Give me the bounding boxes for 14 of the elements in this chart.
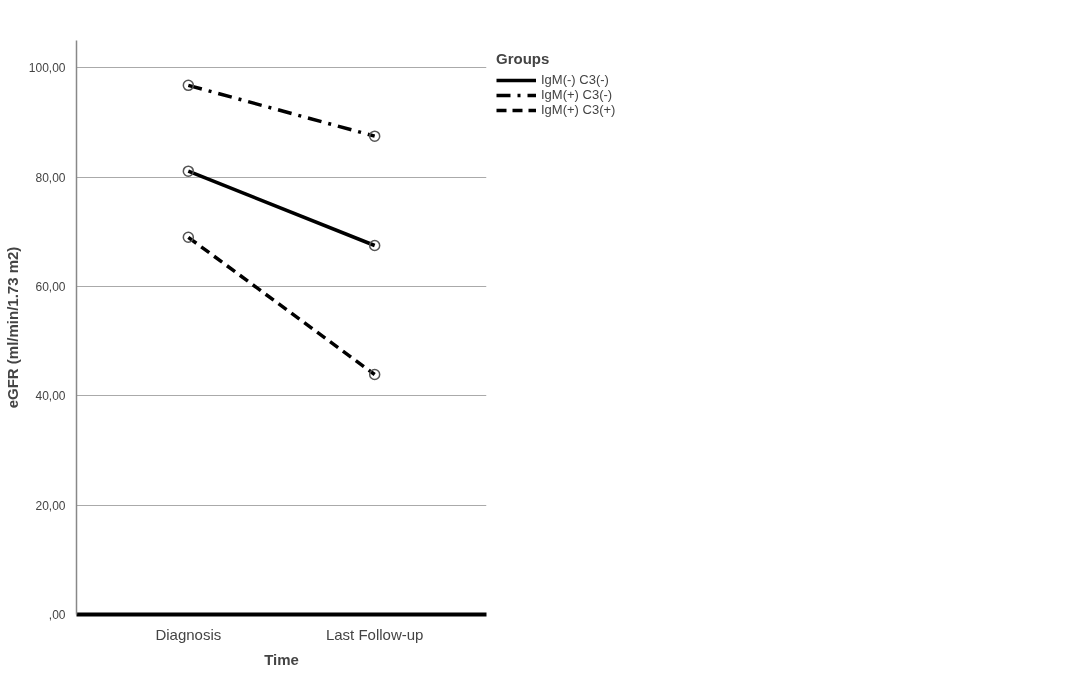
legend-title: Groups: [496, 50, 551, 67]
x-tick-label: Last Follow-up: [325, 625, 424, 643]
y-tick-label: 100,00: [28, 61, 66, 76]
legend-label: IgM(+) C3(-): [541, 87, 613, 102]
y-tick-label: ,00: [48, 608, 66, 622]
y-axis-title: eGFR (ml/min/1.73 m2): [3, 246, 21, 409]
x-axis-title: Time: [264, 650, 299, 668]
y-tick-label: 80,00: [35, 170, 66, 185]
y-tick-label: 40,00: [35, 389, 66, 404]
x-tick-label: Diagnosis: [155, 625, 222, 643]
y-tick-label: 60,00: [35, 280, 66, 294]
y-tick-label: 20,00: [35, 498, 66, 513]
legend-label: IgM(-) C3(-): [541, 72, 609, 87]
legend-label: IgM(+) C3(+): [541, 102, 616, 117]
